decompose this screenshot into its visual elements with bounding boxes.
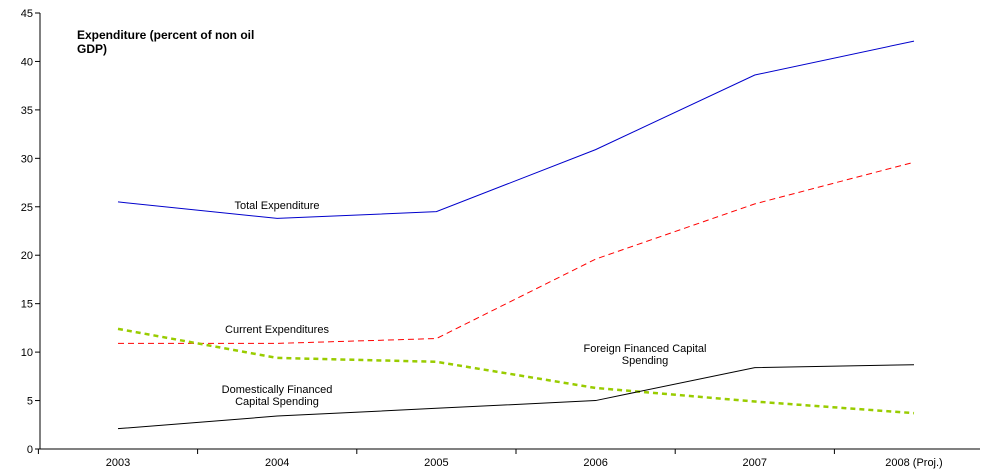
x-tick-label: 2004 <box>265 457 289 469</box>
x-tick-label: 2008 (Proj.) <box>885 457 942 469</box>
series-layer <box>117 40 915 430</box>
series-line-total <box>117 40 915 219</box>
y-tick-label: 5 <box>27 396 33 408</box>
y-tick-label: 30 <box>21 153 33 165</box>
annotation-foreign-label: Spending <box>622 355 669 367</box>
annotation-current-label: Current Expenditures <box>225 324 329 336</box>
y-tick-label: 40 <box>21 56 33 68</box>
y-tick-label: 25 <box>21 202 33 214</box>
x-tick-label: 2003 <box>106 457 130 469</box>
y-tick-label: 20 <box>21 250 33 262</box>
y-tick-label: 15 <box>21 299 33 311</box>
annotation-domestic-label: Domestically Financed <box>222 384 333 396</box>
annotation-foreign-label: Foreign Financed Capital <box>584 343 707 355</box>
series-line-foreign <box>117 327 915 415</box>
y-tick-label: 45 <box>21 8 33 20</box>
y-tick-label: 10 <box>21 347 33 359</box>
x-tick-label: 2007 <box>743 457 767 469</box>
annotation-total-label: Total Expenditure <box>235 200 320 212</box>
y-tick-label: 35 <box>21 105 33 117</box>
chart-title-line: GDP) <box>77 42 107 56</box>
axes: 0 5 10 15 20 25 30 35 40 45 2003 2004 2005 2006 2007 20… <box>21 8 980 469</box>
x-tick-label: 2005 <box>424 457 448 469</box>
x-tick-label: 2006 <box>583 457 607 469</box>
y-tick-label: 0 <box>27 444 33 456</box>
series-line-domestic <box>117 364 915 430</box>
chart-title-line: Expenditure (percent of non oil <box>77 28 254 42</box>
series-line-current <box>118 161 915 344</box>
annotation-domestic-label: Capital Spending <box>235 396 319 408</box>
